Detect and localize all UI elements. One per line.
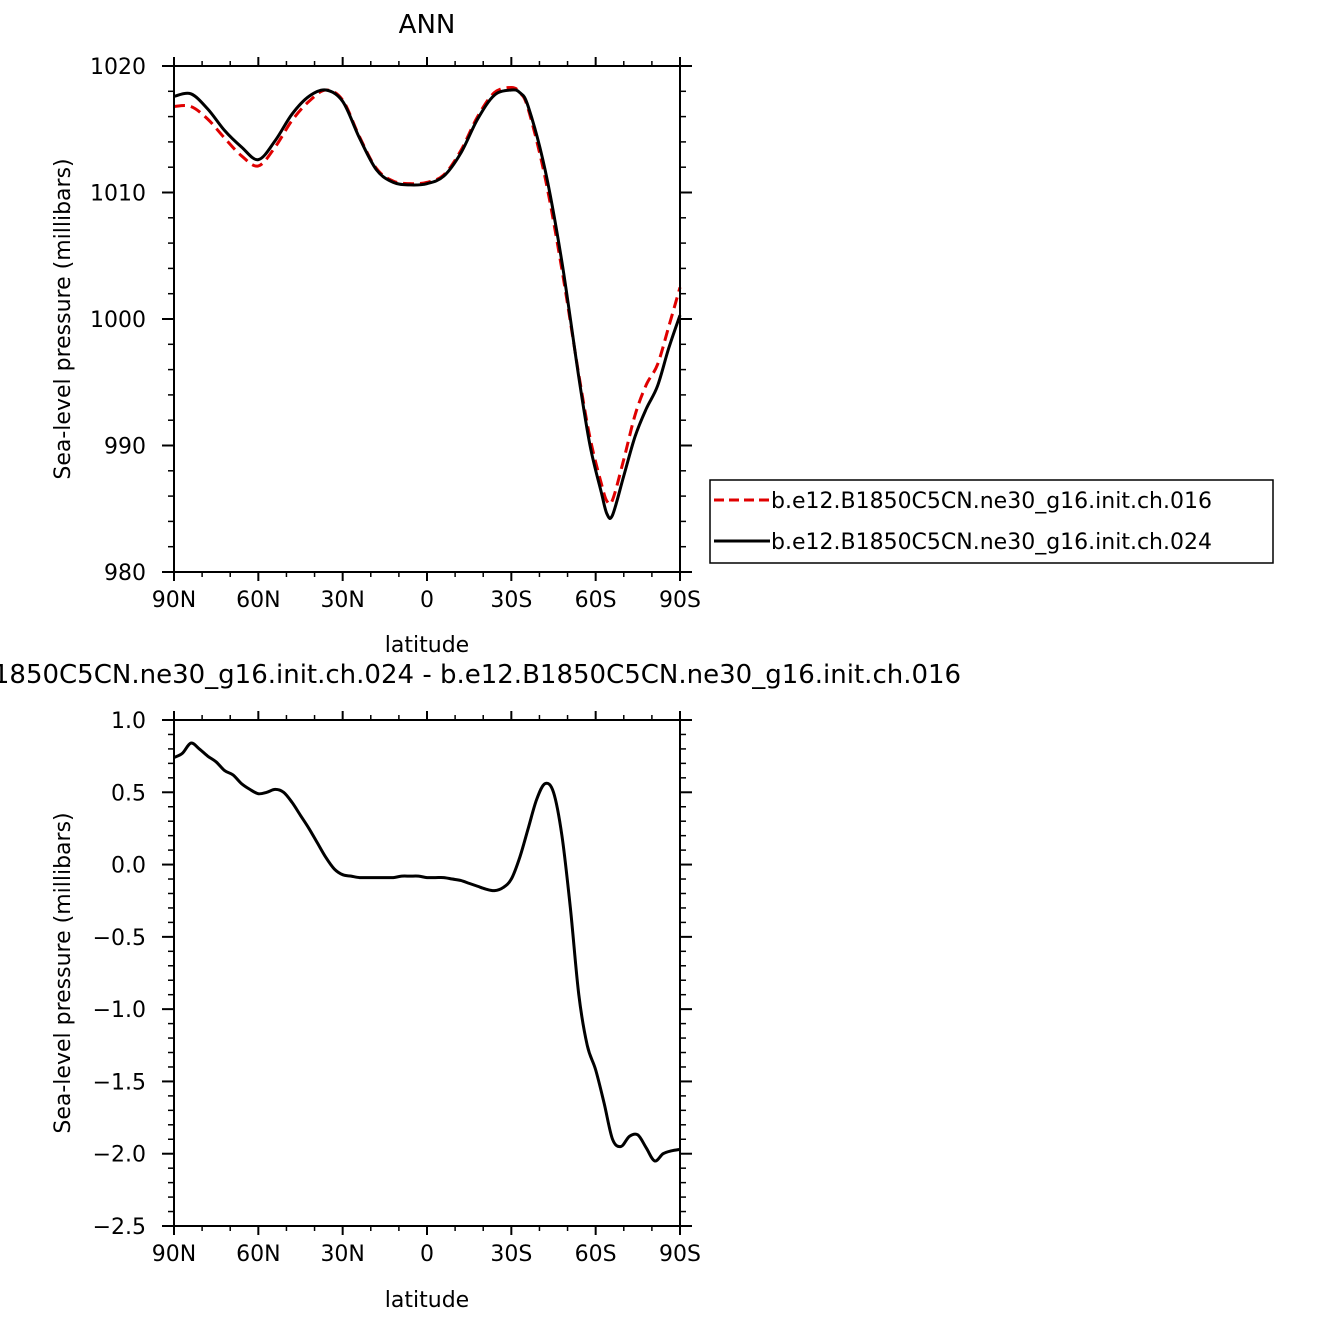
- bottom-y-axis-label: Sea-level pressure (millibars): [51, 812, 76, 1133]
- top-x-tick-label: 30S: [490, 588, 532, 613]
- top-y-tick-label: 990: [104, 435, 146, 460]
- bottom-x-tick-label: 60N: [236, 1242, 280, 1267]
- bottom-y-tick-label: −2.0: [93, 1143, 146, 1168]
- top-y-tick-label: 1010: [90, 182, 146, 207]
- legend-label-016: b.e12.B1850C5CN.ne30_g16.init.ch.016: [771, 489, 1212, 514]
- bottom-x-tick-label: 60S: [575, 1242, 617, 1267]
- bottom-x-tick-label: 90N: [152, 1242, 196, 1267]
- top-x-tick-label: 90N: [152, 588, 196, 613]
- top-axes: 90N 60N 30N 0 30S 60S 90S 980 990 1000 1010 1020: [90, 55, 701, 613]
- bottom-y-tick-label: −1.0: [93, 998, 146, 1023]
- top-series-line-0: [173, 86, 682, 506]
- bottom-x-tick-label: 0: [420, 1242, 434, 1267]
- bottom-series-line-0: [173, 741, 681, 1163]
- top-x-tick-label: 60N: [236, 588, 280, 613]
- top-series-layer: [173, 86, 682, 520]
- top-x-axis-label: latitude: [385, 633, 469, 658]
- legend-box: [709, 479, 1274, 564]
- top-y-tick-label: 980: [104, 561, 146, 586]
- bottom-plot-frame: [173, 719, 681, 1227]
- legend-label-024: b.e12.B1850C5CN.ne30_g16.init.ch.024: [771, 530, 1212, 555]
- top-x-tick-label: 60S: [575, 588, 617, 613]
- top-x-tick-label: 90S: [659, 588, 701, 613]
- bottom-x-tick-label: 30S: [490, 1242, 532, 1267]
- top-chart: ANN 90N 60N 30N 0 30S 60S 90S 980 990 1000 1010 102…: [51, 10, 1274, 658]
- bottom-y-tick-label: −1.5: [93, 1070, 146, 1095]
- legend: b.e12.B1850C5CN.ne30_g16.init.ch.016 b.e…: [709, 479, 1274, 564]
- top-y-axis-label: Sea-level pressure (millibars): [51, 158, 76, 479]
- bottom-x-tick-label: 30N: [320, 1242, 364, 1267]
- bottom-y-tick-label: 0.5: [111, 781, 146, 806]
- bottom-x-axis-label: latitude: [385, 1288, 469, 1313]
- bottom-y-tick-label: 1.0: [111, 709, 146, 734]
- top-y-tick-label: 1000: [90, 308, 146, 333]
- top-x-tick-label: 30N: [320, 588, 364, 613]
- bottom-chart-title: b.e12.B1850C5CN.ne30_g16.init.ch.024 - b…: [0, 660, 961, 690]
- bottom-chart: b.e12.B1850C5CN.ne30_g16.init.ch.024 - b…: [0, 660, 961, 1313]
- top-chart-title: ANN: [399, 10, 456, 40]
- top-x-tick-label: 0: [420, 588, 434, 613]
- bottom-series-layer: [173, 741, 681, 1163]
- bottom-y-tick-label: 0.0: [111, 854, 146, 879]
- top-series-line-1: [173, 88, 682, 520]
- bottom-y-tick-label: −0.5: [93, 926, 146, 951]
- top-y-tick-label: 1020: [90, 55, 146, 80]
- bottom-axes: 90N 60N 30N 0 30S 60S 90S −2.5 −2.0 −1.5 −1.0 −0.5 0…: [93, 709, 701, 1267]
- bottom-y-tick-label: −2.5: [93, 1215, 146, 1240]
- bottom-x-tick-label: 90S: [659, 1242, 701, 1267]
